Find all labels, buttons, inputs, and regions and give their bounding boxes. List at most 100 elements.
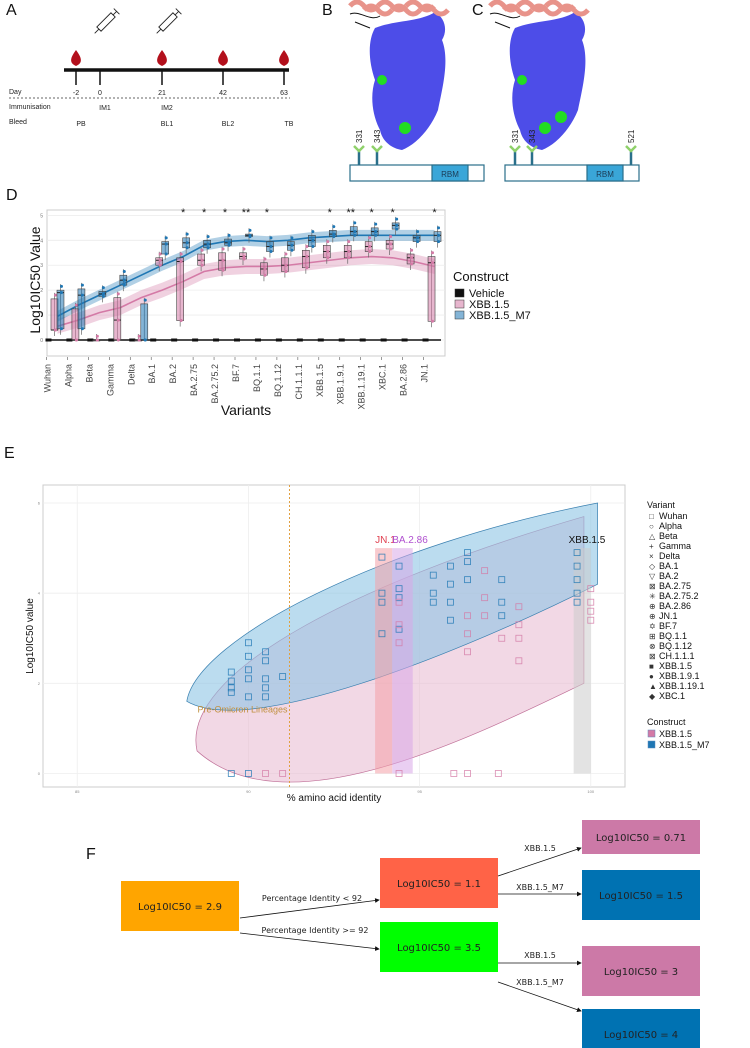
helix — [558, 3, 590, 17]
glycan-site-label: 343 — [373, 129, 382, 143]
y-tick-label: 4 — [40, 238, 43, 244]
data-point — [290, 236, 294, 240]
data-point — [269, 245, 273, 249]
leaf-low-xbb15-label: Log10IC50 = 0.71 — [596, 833, 686, 844]
scatter-point — [262, 657, 269, 665]
syringe-barrel — [158, 12, 178, 32]
data-point — [116, 318, 120, 322]
blood-drop-icon — [279, 50, 289, 66]
tree-edge-label: XBB.1.5 — [524, 951, 556, 960]
data-point — [410, 256, 414, 260]
data-point — [389, 235, 393, 239]
legend-variant-label: CH.1.1.1 — [659, 651, 695, 661]
scatter-point — [262, 675, 269, 683]
node-high-identity-label: Log10IC50 = 3.5 — [397, 943, 481, 954]
pre-omicron-label: Pre-Omicron Lineages — [197, 705, 288, 715]
helix — [418, 3, 450, 17]
data-point — [221, 247, 225, 251]
scatter-point — [498, 612, 506, 620]
helix — [530, 3, 562, 17]
box-vehicle — [234, 338, 240, 342]
data-point — [206, 242, 210, 246]
scatter-point — [395, 594, 403, 602]
data-point — [59, 284, 63, 288]
significance-marker: * — [181, 207, 186, 219]
glycan-patch — [555, 111, 567, 123]
box-vehicle — [359, 338, 366, 342]
rbm-label: RBM — [441, 170, 459, 179]
timeline-immunisation: IM2 — [161, 105, 173, 112]
legend-construct-key — [647, 729, 656, 738]
data-point — [305, 255, 309, 259]
scatter-point — [494, 770, 502, 777]
data-point — [410, 248, 414, 252]
data-point — [347, 240, 351, 244]
box — [140, 303, 149, 341]
leaf-low-xbb15 — [582, 820, 700, 854]
data-point — [353, 230, 357, 234]
syringe-plunger — [174, 11, 179, 16]
data-point — [416, 236, 420, 240]
glycan-patch — [377, 75, 387, 85]
data-point — [389, 242, 393, 246]
data-point — [311, 245, 315, 249]
x-tick-label: Delta — [126, 364, 136, 385]
x-tick-label: BA.2 — [168, 364, 178, 384]
scatter-point — [227, 668, 235, 676]
legend-variant-symbol: ▲ — [649, 682, 657, 691]
data-point — [101, 294, 105, 298]
x-tick-label: 90 — [246, 789, 251, 794]
data-point — [263, 273, 267, 277]
y-tick-label: 1 — [40, 313, 43, 319]
scatter-point — [446, 598, 454, 606]
protein-surface — [369, 12, 446, 150]
highlight-band — [392, 548, 413, 774]
scatter-point — [573, 598, 581, 606]
tree-edge-label: Percentage Identity < 92 — [262, 894, 362, 903]
legend-variant-symbol: ⊗ — [649, 642, 656, 651]
data-point — [242, 257, 246, 261]
scatter-point — [279, 673, 287, 680]
legend-variant-label: XBC.1 — [659, 691, 685, 701]
scatter-point — [573, 589, 581, 597]
legend-variant-label: BA.2 — [659, 571, 679, 581]
glycan-tip — [625, 145, 637, 153]
data-point — [284, 269, 288, 273]
scatter-point — [573, 562, 581, 570]
syringe-needle — [156, 28, 162, 34]
x-tick-label: CH.1.1.1 — [294, 364, 304, 400]
box — [406, 253, 415, 265]
timeline-day: 63 — [280, 90, 288, 97]
data-point — [122, 278, 126, 282]
scatter-point — [429, 589, 437, 597]
significance-marker: * — [390, 207, 395, 219]
scatter-point — [450, 770, 458, 777]
scatter-point — [429, 571, 437, 579]
data-point — [74, 303, 78, 307]
scatter-point — [464, 558, 471, 566]
x-tick-label: Alpha — [63, 364, 73, 387]
syringe-icon — [94, 8, 120, 34]
scatter-point — [515, 657, 523, 665]
highlight-label: XBB.1.5 — [569, 535, 606, 546]
significance-marker: ** — [242, 207, 251, 219]
leaf-low-m7-label: Log10IC50 = 1.5 — [599, 891, 683, 902]
box-vehicle — [254, 338, 261, 342]
glycan-site-label: 343 — [528, 129, 537, 143]
y-tick-label: 0 — [40, 338, 43, 344]
data-point — [263, 257, 267, 261]
data-point — [353, 221, 357, 225]
data-point — [227, 233, 231, 237]
x-tick-label: BA.2.75.2 — [210, 364, 220, 404]
scatter-point — [498, 576, 506, 584]
x-tick-label: XBB.1.5 — [315, 364, 325, 397]
timeline-bleed: PB — [76, 121, 86, 128]
box-vehicle — [213, 338, 220, 342]
rbm-label: RBM — [596, 170, 614, 179]
data-point — [53, 293, 57, 297]
data-point — [242, 255, 246, 259]
scatter-point — [464, 770, 471, 777]
syringe-icon — [156, 8, 182, 34]
timeline-day: 21 — [158, 90, 166, 97]
legend-variant-symbol: + — [649, 542, 654, 551]
